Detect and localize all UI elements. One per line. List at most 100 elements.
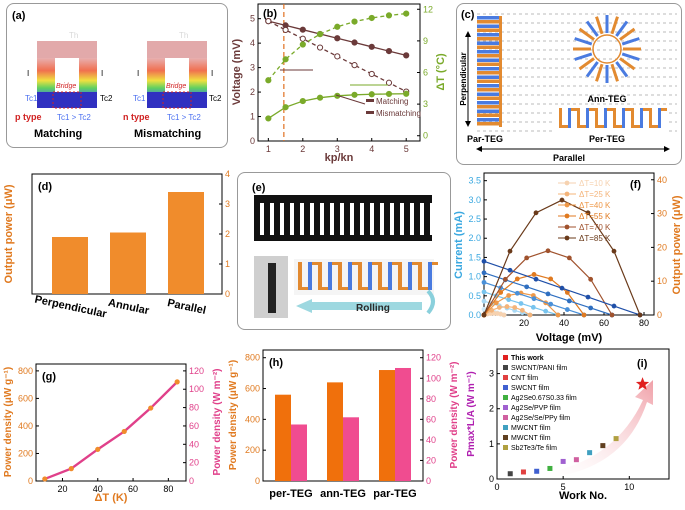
- i-legend-label: Sb2Te3/Te film: [511, 445, 557, 452]
- per-bridge: [598, 125, 604, 128]
- teg-bridge: [352, 262, 358, 265]
- f-iv-point: [559, 285, 565, 291]
- b-point: [351, 91, 358, 98]
- f-power-point: [501, 312, 507, 318]
- b-point: [403, 10, 410, 17]
- teg-bridge: [382, 287, 388, 290]
- black-strip-leg: [364, 195, 370, 239]
- f-power-point: [519, 307, 525, 313]
- black-strip-leg: [394, 195, 400, 239]
- i-point: [600, 443, 606, 449]
- i-xtick-label: 5: [561, 482, 566, 492]
- panel-a-diagram: (a) Th Tc1 Tc2 Bridge I I p type Tc1 > T…: [12, 10, 222, 140]
- g-y2tick-label: 40: [189, 439, 199, 449]
- i-star-point: [635, 377, 650, 390]
- black-strip-leg: [354, 195, 360, 239]
- teg-bridge: [422, 287, 428, 290]
- g-y2tick-label: 80: [189, 403, 199, 413]
- f-iv-point: [585, 294, 591, 300]
- par-leg-n: [477, 41, 499, 45]
- cond-right: Tc1 > Tc2: [167, 113, 201, 122]
- f-iv-point: [611, 303, 617, 309]
- i-ytick-label: 3: [489, 369, 494, 379]
- teg-bridge: [312, 262, 318, 265]
- h-ytick-label: 200: [245, 445, 260, 455]
- f-power-point: [637, 312, 643, 318]
- f-ytick-label: 0.5: [468, 291, 481, 301]
- i-xlabel: Work No.: [559, 490, 607, 502]
- panel-h-chart: (h) Power density (μW g⁻¹) Power density…: [228, 349, 460, 500]
- g-ytick-label: 0: [28, 476, 33, 486]
- per-leg: [622, 108, 625, 128]
- per-teg-label: Per-TEG: [589, 134, 625, 144]
- ann-leg: [619, 27, 636, 41]
- i-left-2: I: [101, 69, 103, 78]
- b-y2tick-label: 12: [423, 4, 433, 14]
- b-xtick-label: 4: [369, 144, 374, 154]
- f-y2tick-label: 20: [657, 242, 667, 252]
- panel-g-chart: (g) Power density (μW g⁻¹) Power density…: [3, 363, 223, 504]
- f-power-point: [512, 305, 518, 310]
- f-power-point: [555, 312, 561, 318]
- b-point: [403, 52, 410, 59]
- b-point: [265, 77, 272, 84]
- b-ytick-label: 0: [250, 136, 255, 146]
- b-xlabel: kp/kn: [325, 152, 354, 164]
- b-point: [334, 23, 341, 30]
- panel-e-photo: (e) Rolling: [252, 182, 438, 318]
- teg-leg: [348, 262, 352, 290]
- f-legend-label: ΔT=10 K: [579, 179, 611, 188]
- b-y2tick-label: 0: [423, 131, 428, 141]
- teg-pattern: [294, 259, 438, 295]
- i-legend-marker: [503, 385, 508, 390]
- i-right-2: I: [211, 69, 213, 78]
- g-ytick-label: 200: [18, 448, 33, 458]
- f-iv-point: [548, 301, 554, 307]
- b-xtick-label: 3: [335, 144, 340, 154]
- i-legend-marker: [503, 375, 508, 380]
- per-bridge: [580, 125, 586, 128]
- b-ytick-label: 5: [250, 14, 255, 24]
- h-ytick-label: 800: [245, 353, 260, 363]
- b-point: [351, 39, 358, 46]
- f-iv-point: [518, 301, 524, 306]
- per-leg: [631, 108, 634, 128]
- par-leg-p: [477, 28, 499, 32]
- panel-d-label: (d): [38, 181, 52, 193]
- trend-arrow: [533, 380, 653, 479]
- par-leg-n: [477, 75, 499, 79]
- f-iv-point: [514, 290, 520, 296]
- h-ytick-label: 400: [245, 414, 260, 424]
- i-legend-marker: [503, 395, 508, 400]
- par-leg-p: [477, 113, 499, 117]
- b-y2tick-label: 3: [423, 99, 428, 109]
- f-ytick-label: 3.0: [468, 195, 481, 205]
- f-legend-label: ΔT=70 K: [579, 223, 611, 232]
- i-ytick-label: 2: [489, 404, 494, 414]
- g-point: [121, 428, 127, 435]
- i-point: [547, 465, 553, 471]
- ann-leg: [585, 61, 599, 78]
- teg-bridge: [322, 287, 328, 290]
- i-legend-marker: [503, 445, 508, 450]
- par-leg-n: [477, 50, 499, 54]
- tc1-left: Tc1: [25, 94, 38, 103]
- par-leg-p: [477, 45, 499, 49]
- teg-bridge: [402, 287, 408, 290]
- black-strip-bottom: [254, 235, 432, 241]
- teg-bridge: [372, 262, 378, 265]
- mismatching-u-shape: [147, 41, 207, 109]
- f-iv-point: [545, 291, 551, 297]
- i-point: [520, 469, 526, 475]
- mismatching-caption: Mismatching: [134, 128, 201, 140]
- b-point: [403, 90, 410, 97]
- teg-bridge: [432, 262, 438, 265]
- f-xtick-label: 20: [519, 318, 529, 328]
- panel-f-chart: (f) Current (mA) Output power (μW) Volta…: [453, 172, 683, 344]
- legend-mismatching-swatch: [366, 111, 374, 114]
- g-xtick-label: 60: [128, 484, 138, 494]
- b-ytick-label: 3: [250, 63, 255, 73]
- f-legend-marker: [564, 191, 570, 197]
- per-bridge: [634, 125, 640, 128]
- f-iv-point: [481, 258, 487, 264]
